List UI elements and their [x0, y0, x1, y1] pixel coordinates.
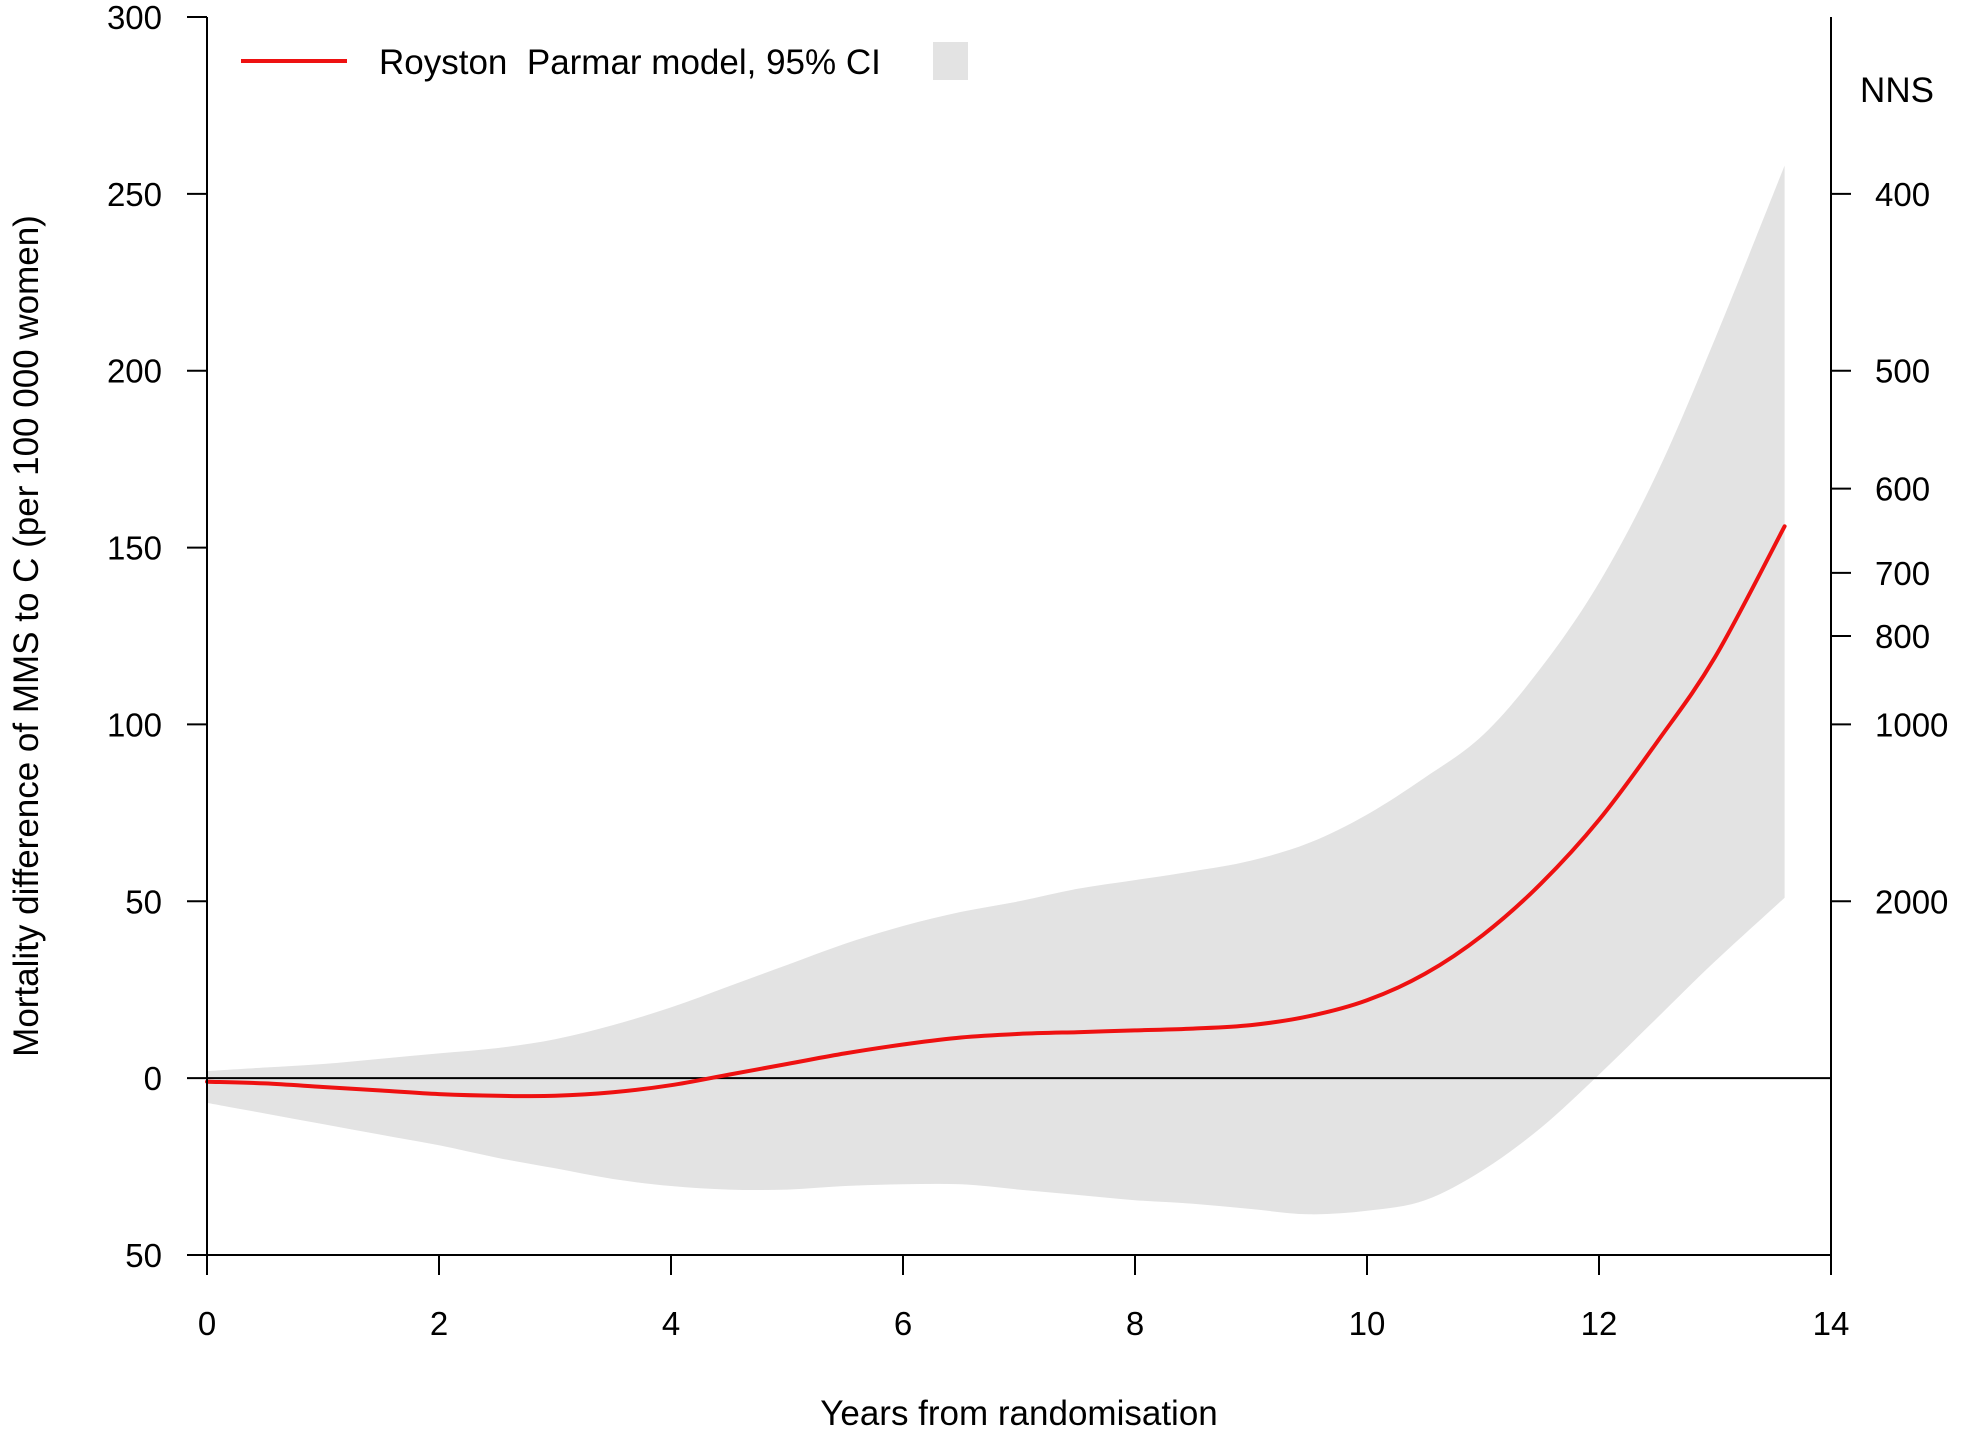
nns-tick-label: 500 — [1875, 353, 1930, 390]
nns-tick-label: 800 — [1875, 618, 1930, 655]
x-tick-label: 8 — [1126, 1305, 1144, 1342]
y-tick-label: 250 — [107, 176, 162, 213]
nns-tick-label: 1000 — [1875, 706, 1948, 743]
x-tick-label: 14 — [1813, 1305, 1850, 1342]
y-tick-label: 50 — [125, 883, 162, 920]
y-tick-label: 50 — [125, 1237, 162, 1274]
y-tick-label: 100 — [107, 706, 162, 743]
y-tick-label: 150 — [107, 530, 162, 567]
legend-fill-swatch — [933, 42, 968, 80]
y-tick-label: 200 — [107, 353, 162, 390]
nns-tick-label: 2000 — [1875, 883, 1948, 920]
nns-tick-label: 600 — [1875, 471, 1930, 508]
secondary-y-axis-label: NNS — [1860, 71, 1934, 110]
legend-label: Royston Parmar model, 95% CI — [379, 43, 881, 82]
legend: Royston Parmar model, 95% CI — [241, 42, 968, 82]
confidence-band-95ci — [207, 165, 1785, 1215]
x-tick-label: 10 — [1349, 1305, 1386, 1342]
y-tick-label: 300 — [107, 0, 162, 36]
nns-tick-label: 700 — [1875, 555, 1930, 592]
right-y-axis-ticks: 400 500 600 700 800 1000 2000 — [1831, 176, 1948, 920]
nns-tick-label: 400 — [1875, 176, 1930, 213]
x-tick-label: 2 — [430, 1305, 448, 1342]
x-axis-label: Years from randomisation — [820, 1394, 1218, 1431]
x-axis-ticks: 0 2 4 6 8 10 12 14 — [198, 1255, 1850, 1342]
x-tick-label: 0 — [198, 1305, 216, 1342]
series-line-royston-parmar — [205, 524, 1787, 1099]
left-y-axis-ticks: 50 0 50 100 150 200 250 300 — [107, 0, 207, 1274]
x-tick-label: 12 — [1581, 1305, 1618, 1342]
x-tick-label: 6 — [894, 1305, 912, 1342]
x-tick-label: 4 — [662, 1305, 680, 1342]
y-axis-label: Mortality difference of MMS to C (per 10… — [7, 215, 46, 1057]
y-tick-label: 0 — [144, 1060, 162, 1097]
